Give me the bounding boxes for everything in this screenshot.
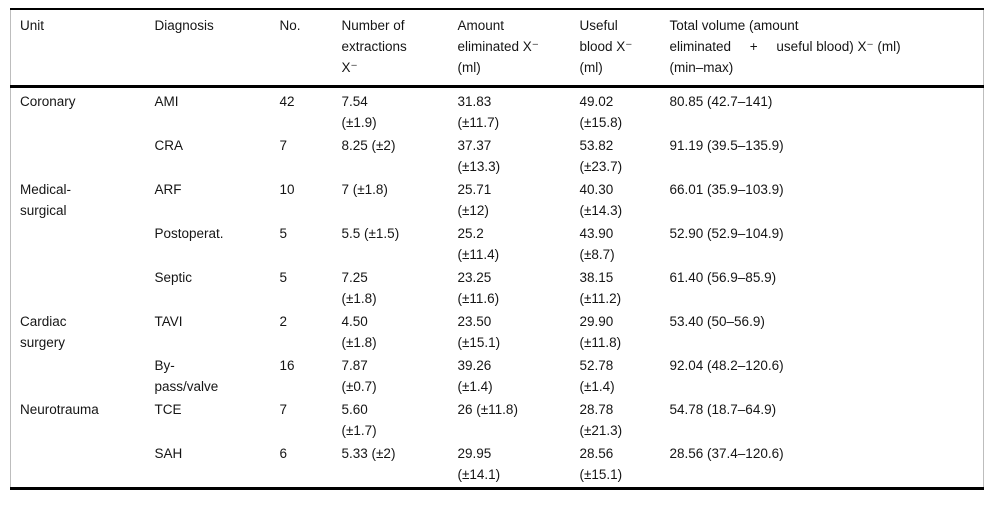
cell-useful-blood: 38.15 (±11.2) [579, 270, 622, 306]
cell-unit [11, 135, 155, 179]
cell-total-volume: 28.56 (37.4–120.6) [669, 446, 784, 461]
table-row: Neurotrauma TCE 7 5.60 (±1.7) 26 (±11.8)… [11, 399, 984, 443]
table-row: CRA 7 8.25 (±2) 37.37 (±13.3) 53.82 (±23… [11, 135, 984, 179]
cell-unit: Neurotrauma [20, 402, 99, 417]
table-row: Septic 5 7.25 (±1.8) 23.25 (±11.6) 38.15… [11, 267, 984, 311]
column-header-unit: Unit [10, 9, 155, 88]
cell-useful-blood: 53.82 (±23.7) [579, 138, 623, 174]
cell-amount-eliminated: 23.50 (±15.1) [457, 314, 501, 350]
table-header: Unit Diagnosis No. Number of extractions… [10, 9, 984, 88]
cell-total-volume: 91.19 (39.5–135.9) [669, 138, 784, 153]
cell-extractions: 7 (±1.8) [341, 182, 388, 197]
cell-amount-eliminated: 29.95 (±14.1) [457, 446, 501, 482]
table-body: Coronary AMI 42 7.54 (±1.9) 31.83 (±11.7… [11, 87, 984, 489]
cell-total-volume: 53.40 (50–56.9) [669, 314, 765, 329]
cell-unit [11, 223, 155, 267]
cell-unit: Cardiac surgery [20, 314, 67, 350]
table-row: Cardiac surgery TAVI 2 4.50 (±1.8) 23.50… [11, 311, 984, 355]
cell-amount-eliminated: 23.25 (±11.6) [457, 270, 500, 306]
cell-extractions: 7.54 (±1.9) [341, 94, 377, 130]
cell-no: 7 [279, 138, 288, 153]
cell-amount-eliminated: 26 (±11.8) [457, 402, 518, 417]
cell-no: 5 [279, 270, 288, 285]
cell-amount-eliminated: 25.2 (±11.4) [457, 226, 500, 262]
cell-extractions: 7.25 (±1.8) [341, 270, 377, 306]
cell-no: 2 [279, 314, 288, 329]
cell-no: 10 [279, 182, 295, 197]
cell-diagnosis: ARF [154, 182, 182, 197]
cell-no: 6 [279, 446, 288, 461]
results-table: Unit Diagnosis No. Number of extractions… [10, 8, 984, 490]
table-row: Coronary AMI 42 7.54 (±1.9) 31.83 (±11.7… [11, 87, 984, 136]
column-header-diagnosis: Diagnosis [154, 9, 280, 88]
cell-total-volume: 61.40 (56.9–85.9) [669, 270, 777, 285]
cell-useful-blood: 28.78 (±21.3) [579, 402, 623, 438]
header-row: Unit Diagnosis No. Number of extractions… [10, 9, 984, 88]
cell-useful-blood: 49.02 (±15.8) [579, 94, 623, 130]
cell-useful-blood: 40.30 (±14.3) [579, 182, 623, 218]
cell-diagnosis: SAH [154, 446, 183, 461]
cell-amount-eliminated: 31.83 (±11.7) [457, 94, 500, 130]
results-table-container: Unit Diagnosis No. Number of extractions… [10, 8, 984, 490]
table-row: By- pass/valve 16 7.87 (±0.7) 39.26 (±1.… [11, 355, 984, 399]
cell-extractions: 5.60 (±1.7) [341, 402, 377, 438]
cell-diagnosis: CRA [154, 138, 184, 153]
column-header-total-volume: Total volume (amount eliminated + useful… [669, 9, 984, 88]
cell-total-volume: 92.04 (48.2–120.6) [669, 358, 784, 373]
cell-diagnosis: Septic [154, 270, 193, 285]
cell-extractions: 8.25 (±2) [341, 138, 396, 153]
cell-diagnosis: TAVI [154, 314, 183, 329]
cell-diagnosis: By- pass/valve [154, 358, 219, 394]
table-row: Medical- surgical ARF 10 7 (±1.8) 25.71 … [11, 179, 984, 223]
column-header-no: No. [279, 9, 342, 88]
cell-unit: Coronary [20, 94, 76, 109]
cell-no: 16 [279, 358, 295, 373]
column-header-useful-blood: Useful blood X⁻ (ml) [579, 9, 670, 88]
cell-no: 7 [279, 402, 288, 417]
cell-total-volume: 54.78 (18.7–64.9) [669, 402, 777, 417]
cell-unit [11, 443, 155, 489]
cell-unit: Medical- surgical [20, 182, 72, 218]
cell-total-volume: 52.90 (52.9–104.9) [669, 226, 784, 241]
cell-amount-eliminated: 25.71 (±12) [457, 182, 492, 218]
cell-extractions: 5.33 (±2) [341, 446, 396, 461]
cell-diagnosis: Postoperat. [154, 226, 224, 241]
cell-amount-eliminated: 39.26 (±1.4) [457, 358, 493, 394]
cell-amount-eliminated: 37.37 (±13.3) [457, 138, 501, 174]
cell-useful-blood: 52.78 (±1.4) [579, 358, 615, 394]
table-row: Postoperat. 5 5.5 (±1.5) 25.2 (±11.4) 43… [11, 223, 984, 267]
table-row: SAH 6 5.33 (±2) 29.95 (±14.1) 28.56 (±15… [11, 443, 984, 489]
cell-useful-blood: 29.90 (±11.8) [579, 314, 622, 350]
cell-diagnosis: AMI [154, 94, 179, 109]
cell-extractions: 4.50 (±1.8) [341, 314, 377, 350]
cell-useful-blood: 43.90 (±8.7) [579, 226, 615, 262]
cell-unit [11, 355, 155, 399]
column-header-extractions: Number of extractions X⁻ [341, 9, 458, 88]
cell-extractions: 5.5 (±1.5) [341, 226, 400, 241]
cell-no: 42 [279, 94, 295, 109]
cell-useful-blood: 28.56 (±15.1) [579, 446, 623, 482]
cell-extractions: 7.87 (±0.7) [341, 358, 377, 394]
column-header-amount-eliminated: Amount eliminated X⁻ (ml) [457, 9, 580, 88]
cell-total-volume: 80.85 (42.7–141) [669, 94, 773, 109]
cell-total-volume: 66.01 (35.9–103.9) [669, 182, 784, 197]
cell-no: 5 [279, 226, 288, 241]
cell-unit [11, 267, 155, 311]
cell-diagnosis: TCE [154, 402, 182, 417]
